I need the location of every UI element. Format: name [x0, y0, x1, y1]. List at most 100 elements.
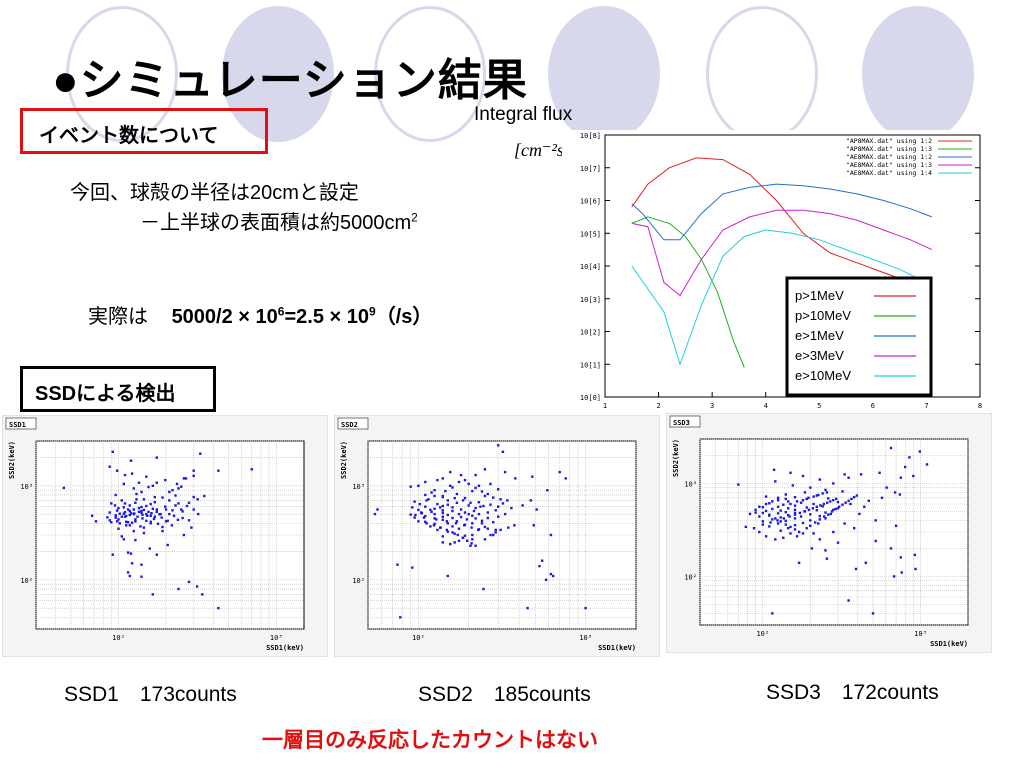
ssd1-y-label: SSD2(keV)	[8, 441, 16, 479]
ssd2-point	[486, 492, 489, 496]
ssd1-point	[134, 520, 137, 523]
ssd2-y-tick-label: 10²	[352, 577, 365, 585]
ssd3-point	[776, 512, 780, 515]
ssd2-point	[463, 478, 467, 482]
ssd1-point	[132, 487, 135, 490]
ssd1-point	[177, 487, 180, 490]
ssd3-point	[782, 517, 785, 520]
ssd3-point	[791, 484, 794, 487]
ssd2-point	[433, 494, 436, 498]
flux-y-tick-label: 10[7]	[580, 165, 601, 173]
ssd1-point	[134, 501, 137, 504]
ssd3-point	[793, 504, 797, 507]
ssd1-point	[126, 508, 130, 511]
ssd1-point	[110, 521, 113, 524]
calc-sup-2: 9	[369, 304, 376, 319]
ssd2-plot: 10² 10³ 10² 10³ SSD2 SSD1(keV) SSD2(keV)	[334, 415, 660, 657]
ssd2-point	[441, 541, 444, 544]
flux-y-tick-label: 10[1]	[580, 361, 601, 369]
ssd3-point	[892, 575, 896, 578]
ssd1-point	[140, 511, 143, 515]
ssd1-point	[111, 450, 114, 453]
ssd1-point	[196, 498, 199, 501]
ssd1-point	[126, 521, 130, 524]
ssd3-point	[854, 567, 858, 571]
ssd3-point	[847, 499, 850, 502]
ssd2-point	[451, 525, 454, 528]
flux-legend-entry: "AP8MAX.dat" using 1:3	[846, 145, 932, 153]
ssd2-point	[486, 511, 489, 514]
flux-legend-box-label: e>10MeV	[795, 368, 851, 383]
ssd3-point	[838, 505, 841, 508]
flux-series-5	[631, 229, 927, 366]
ssd3-point	[776, 496, 780, 499]
ssd2-point	[461, 536, 464, 539]
ssd2-point	[429, 508, 432, 512]
ssd1-point	[151, 507, 154, 510]
ssd2-point	[538, 564, 541, 568]
ssd3-point	[878, 471, 881, 474]
ssd2-point	[471, 533, 474, 537]
ssd3-point	[824, 488, 827, 492]
ssd3-point	[754, 511, 757, 514]
ssd2-point	[396, 563, 399, 566]
ssd3-point	[867, 499, 870, 502]
ssd2-point	[499, 498, 502, 501]
ssd1-point	[137, 506, 141, 510]
ssd2-point	[467, 504, 470, 507]
ssd3-point	[782, 536, 785, 539]
ssd1-point	[148, 547, 151, 550]
ssd1-point	[203, 494, 206, 498]
ssd2-point	[584, 606, 587, 610]
ssd1-point	[134, 538, 137, 542]
ssd1-point	[181, 516, 184, 520]
ssd1-point	[135, 498, 138, 501]
ssd2-point	[451, 486, 454, 489]
slide-title: ●シミュレーション結果	[52, 56, 528, 105]
ssd3-point	[850, 497, 853, 501]
ssd3-point	[812, 532, 815, 535]
ssd3-point	[793, 528, 797, 531]
ssd3-point	[810, 547, 814, 550]
ssd3-point	[815, 494, 818, 497]
ssd1-point	[153, 515, 156, 518]
flux-x-tick-label: 7	[924, 402, 928, 410]
ssd3-point	[893, 491, 897, 494]
ssd2-x-label: SSD1(keV)	[598, 644, 636, 652]
ssd3-y-tick-label: 10³	[684, 480, 697, 488]
ssd3-point	[815, 505, 818, 508]
ssd3-point	[822, 502, 826, 506]
ssd2-point	[483, 468, 487, 471]
ssd1-point	[123, 473, 127, 477]
ssd2-point	[541, 559, 544, 562]
ssd3-point	[914, 567, 917, 571]
ssd1-plot: 10² 10³ 10² 10³ SSD1 SSD1(keV) SSD2(keV)	[2, 415, 328, 657]
ssd2-point	[430, 510, 433, 513]
ssd1-x-tick-label: 10²	[112, 634, 125, 642]
ssd1-point	[170, 524, 174, 527]
ssd3-point	[894, 524, 898, 527]
ssd3-point	[788, 515, 791, 518]
ssd3-point	[793, 524, 797, 527]
ssd3-point	[764, 495, 768, 498]
ssd2-point	[558, 470, 561, 474]
ssd2-point	[445, 528, 448, 532]
ssd2-point	[494, 528, 497, 532]
flux-x-tick-label: 4	[764, 402, 768, 410]
ssd2-point	[497, 444, 500, 447]
ssd3-point	[827, 513, 830, 516]
ssd1-point	[141, 513, 144, 516]
ssd3-point	[789, 532, 792, 535]
ssd1-point	[172, 514, 176, 517]
ssd3-point	[847, 476, 850, 479]
ssd1-point	[120, 535, 123, 538]
area-text-main: －上半球の表面積は約5000cm	[140, 212, 412, 234]
flux-x-tick-label: 2	[656, 402, 660, 410]
ssd1-point	[175, 482, 179, 486]
ssd1-point	[142, 508, 146, 512]
ssd1-point	[115, 509, 119, 512]
ssd1-point	[123, 502, 127, 505]
ssd3-point	[789, 525, 792, 529]
ssd2-caption: SSD2 185counts	[418, 683, 591, 706]
ssd2-point	[471, 489, 474, 493]
